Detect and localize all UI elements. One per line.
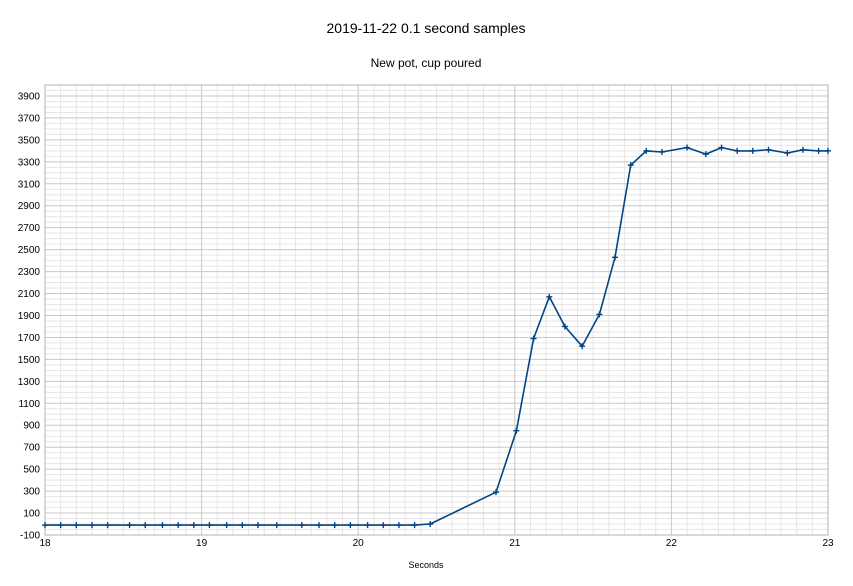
chart-title: 2019-11-22 0.1 second samples (327, 20, 526, 36)
data-point (88, 522, 95, 529)
data-point (73, 522, 80, 529)
data-point (142, 522, 149, 529)
data-point (206, 522, 213, 529)
y-tick-label: 1100 (18, 399, 40, 410)
data-point (765, 146, 772, 153)
x-tick-label: 22 (666, 538, 678, 549)
data-point (530, 335, 537, 342)
y-axis-ticks: -100 100 300 500 700 900 1100 1300 1500 1700 1900 2… (18, 91, 41, 541)
y-tick-label: 3300 (18, 157, 41, 168)
data-point (825, 147, 831, 154)
plot-area (44, 84, 829, 536)
y-tick-label: 1500 (18, 355, 41, 366)
data-point (364, 522, 371, 529)
data-point (799, 146, 806, 153)
data-point (380, 522, 387, 529)
y-tick-label: 3100 (18, 179, 41, 190)
data-point (223, 522, 230, 529)
data-point (298, 522, 305, 529)
y-tick-label: 3900 (18, 91, 41, 102)
y-tick-label: 2300 (18, 267, 41, 278)
x-tick-label: 20 (353, 538, 365, 549)
data-point (411, 522, 418, 529)
y-tick-label: 900 (23, 421, 40, 432)
y-tick-label: 2100 (18, 289, 41, 300)
data-point (579, 343, 586, 350)
data-point (395, 522, 402, 529)
y-tick-label: 2500 (18, 245, 41, 256)
major-gridlines (44, 85, 829, 536)
data-point (561, 323, 568, 330)
data-point (427, 521, 434, 528)
x-tick-label: 23 (822, 538, 834, 549)
data-point (784, 150, 791, 157)
data-point (612, 254, 619, 261)
y-tick-label: 3500 (18, 135, 41, 146)
y-tick-label: 500 (23, 465, 40, 476)
data-point (273, 522, 280, 529)
data-point (659, 148, 666, 155)
data-point (239, 522, 246, 529)
data-point (126, 522, 133, 529)
data-point (316, 522, 323, 529)
y-tick-label: 700 (23, 443, 40, 454)
x-tick-label: 19 (196, 538, 208, 549)
y-tick-label: 100 (23, 509, 40, 520)
data-point (190, 522, 197, 529)
y-tick-label: 1900 (18, 311, 41, 322)
y-tick-label: 300 (23, 487, 40, 498)
data-point (627, 162, 634, 169)
series-layer (42, 144, 831, 529)
data-point (702, 151, 709, 158)
x-axis-ticks: 18 19 20 21 22 23 (39, 538, 834, 549)
y-tick-label: 3700 (18, 113, 41, 124)
data-point (513, 427, 520, 434)
data-point (42, 522, 48, 529)
data-point (175, 522, 182, 529)
data-point (159, 522, 166, 529)
chart-subtitle: New pot, cup poured (371, 56, 482, 70)
y-tick-label: 2900 (18, 201, 41, 212)
data-point (57, 522, 64, 529)
y-tick-label: 1300 (18, 377, 41, 388)
x-tick-label: 18 (39, 538, 51, 549)
data-point (104, 522, 111, 529)
data-point (331, 522, 338, 529)
data-point (815, 147, 822, 154)
x-tick-label: 21 (509, 538, 521, 549)
data-point (684, 144, 691, 151)
y-tick-label: 2700 (18, 223, 41, 234)
data-point (493, 489, 500, 496)
data-point (718, 144, 725, 151)
data-point (546, 293, 553, 300)
data-point (643, 147, 650, 154)
data-point (734, 147, 741, 154)
data-point (347, 522, 354, 529)
minor-gridlines (45, 85, 828, 535)
data-point (596, 311, 603, 318)
x-axis-label: Seconds (408, 560, 444, 570)
data-point (254, 522, 261, 529)
y-tick-label: 1700 (18, 333, 41, 344)
data-point (749, 147, 756, 154)
y-tick-label: -100 (20, 531, 40, 542)
